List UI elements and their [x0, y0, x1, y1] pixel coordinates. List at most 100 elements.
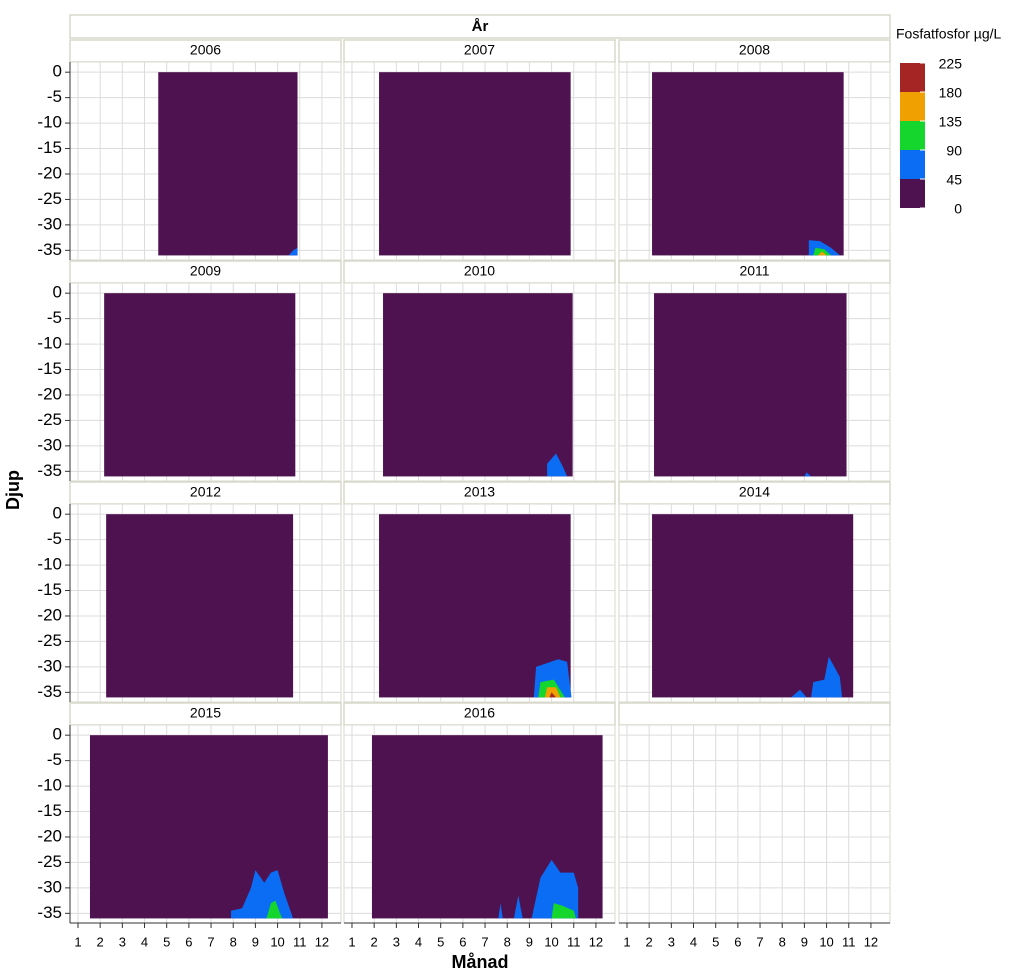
y-tick-label: -30 — [37, 435, 62, 454]
y-tick-label: -25 — [37, 631, 62, 650]
x-tick-label: 4 — [141, 934, 148, 949]
y-tick-label: 0 — [53, 283, 62, 302]
y-tick-label: -10 — [37, 334, 62, 353]
panel-background — [618, 724, 891, 924]
y-tick-label: -10 — [37, 555, 62, 574]
contour-region — [498, 903, 503, 919]
panel-label: 2007 — [464, 42, 495, 58]
contour-base — [383, 293, 573, 477]
legend-swatch — [900, 179, 925, 208]
y-tick-label: 0 — [53, 62, 62, 81]
y-tick-label: -25 — [37, 852, 62, 871]
x-tick-label: 7 — [207, 934, 214, 949]
x-tick-label: 10 — [819, 934, 833, 949]
x-tick-label: 5 — [712, 934, 719, 949]
y-tick-label: -10 — [37, 113, 62, 132]
y-tick-label: -5 — [47, 529, 62, 548]
y-tick-label: -5 — [47, 87, 62, 106]
x-tick-label: 1 — [623, 934, 630, 949]
x-tick-label: 11 — [293, 934, 307, 949]
contour-base — [379, 72, 571, 256]
y-tick-label: -25 — [37, 410, 62, 429]
x-tick-label: 10 — [270, 934, 284, 949]
panel-label: 2016 — [464, 705, 495, 721]
x-tick-label: 8 — [230, 934, 237, 949]
legend-label: 135 — [939, 114, 963, 130]
y-tick-label: -5 — [47, 750, 62, 769]
x-axis-label: Månad — [451, 952, 508, 972]
x-tick-label: 3 — [668, 934, 675, 949]
legend-swatch — [900, 150, 925, 179]
y-tick-label: -15 — [37, 580, 62, 599]
x-tick-label: 9 — [252, 934, 259, 949]
legend-label: 180 — [939, 85, 963, 101]
legend-label: 90 — [946, 143, 962, 159]
x-tick-label: 11 — [567, 934, 581, 949]
contour-region — [547, 453, 568, 477]
legend-swatch — [900, 92, 925, 121]
panel-label: 2006 — [190, 42, 221, 58]
contour-region — [817, 251, 827, 256]
x-tick-label: 9 — [801, 934, 808, 949]
x-tick-label: 3 — [393, 934, 400, 949]
contour-region — [811, 656, 843, 698]
contour-region — [804, 472, 812, 477]
x-tick-label: 2 — [97, 934, 104, 949]
y-tick-label: -35 — [37, 682, 62, 701]
contour-base — [106, 514, 294, 698]
contour-base — [89, 735, 328, 919]
legend-label: 225 — [939, 56, 963, 72]
contour-region — [551, 903, 576, 919]
panel-label: 2012 — [190, 484, 221, 500]
y-tick-label: -10 — [37, 776, 62, 795]
y-tick-label: -30 — [37, 656, 62, 675]
x-tick-label: 11 — [842, 934, 856, 949]
y-tick-label: -5 — [47, 308, 62, 327]
x-tick-label: 7 — [756, 934, 763, 949]
legend-label: 0 — [954, 201, 962, 217]
contour-base — [104, 293, 296, 477]
panel-label: 2008 — [739, 42, 770, 58]
contour-region — [531, 859, 579, 919]
legend-title: Fosfatfosfor µg/L — [896, 26, 1002, 42]
x-tick-label: 6 — [734, 934, 741, 949]
facet-strip — [69, 14, 891, 39]
y-tick-label: -20 — [37, 605, 62, 624]
x-tick-label: 12 — [315, 934, 329, 949]
contour-region — [266, 900, 283, 919]
y-tick-label: -35 — [37, 240, 62, 259]
y-tick-label: -20 — [37, 163, 62, 182]
legend-swatch — [900, 63, 925, 92]
x-tick-label: 5 — [163, 934, 170, 949]
x-tick-label: 2 — [371, 934, 378, 949]
y-tick-label: -15 — [37, 138, 62, 157]
contour-base — [654, 293, 847, 477]
contour-region — [288, 247, 298, 256]
y-tick-label: -25 — [37, 189, 62, 208]
y-tick-label: -15 — [37, 801, 62, 820]
y-tick-label: -20 — [37, 384, 62, 403]
panel-label: 2011 — [739, 263, 769, 279]
panel-label: 2010 — [464, 263, 495, 279]
y-tick-label: 0 — [53, 725, 62, 744]
x-tick-label: 3 — [119, 934, 126, 949]
legend-label: 45 — [946, 172, 962, 188]
legend-swatch — [900, 121, 925, 150]
contour-region — [544, 687, 561, 698]
y-tick-label: -15 — [37, 359, 62, 378]
x-tick-label: 6 — [459, 934, 466, 949]
panel-label: 2009 — [190, 263, 221, 279]
contour-base — [158, 72, 298, 256]
x-tick-label: 1 — [348, 934, 355, 949]
x-tick-label: 12 — [589, 934, 603, 949]
y-tick-label: -30 — [37, 877, 62, 896]
x-tick-label: 6 — [185, 934, 192, 949]
x-tick-label: 8 — [779, 934, 786, 949]
y-tick-label: -35 — [37, 461, 62, 480]
contour-region — [231, 870, 294, 919]
y-tick-label: -20 — [37, 826, 62, 845]
facet-title: År — [472, 18, 489, 35]
x-tick-label: 2 — [646, 934, 653, 949]
contour-region — [549, 692, 557, 698]
